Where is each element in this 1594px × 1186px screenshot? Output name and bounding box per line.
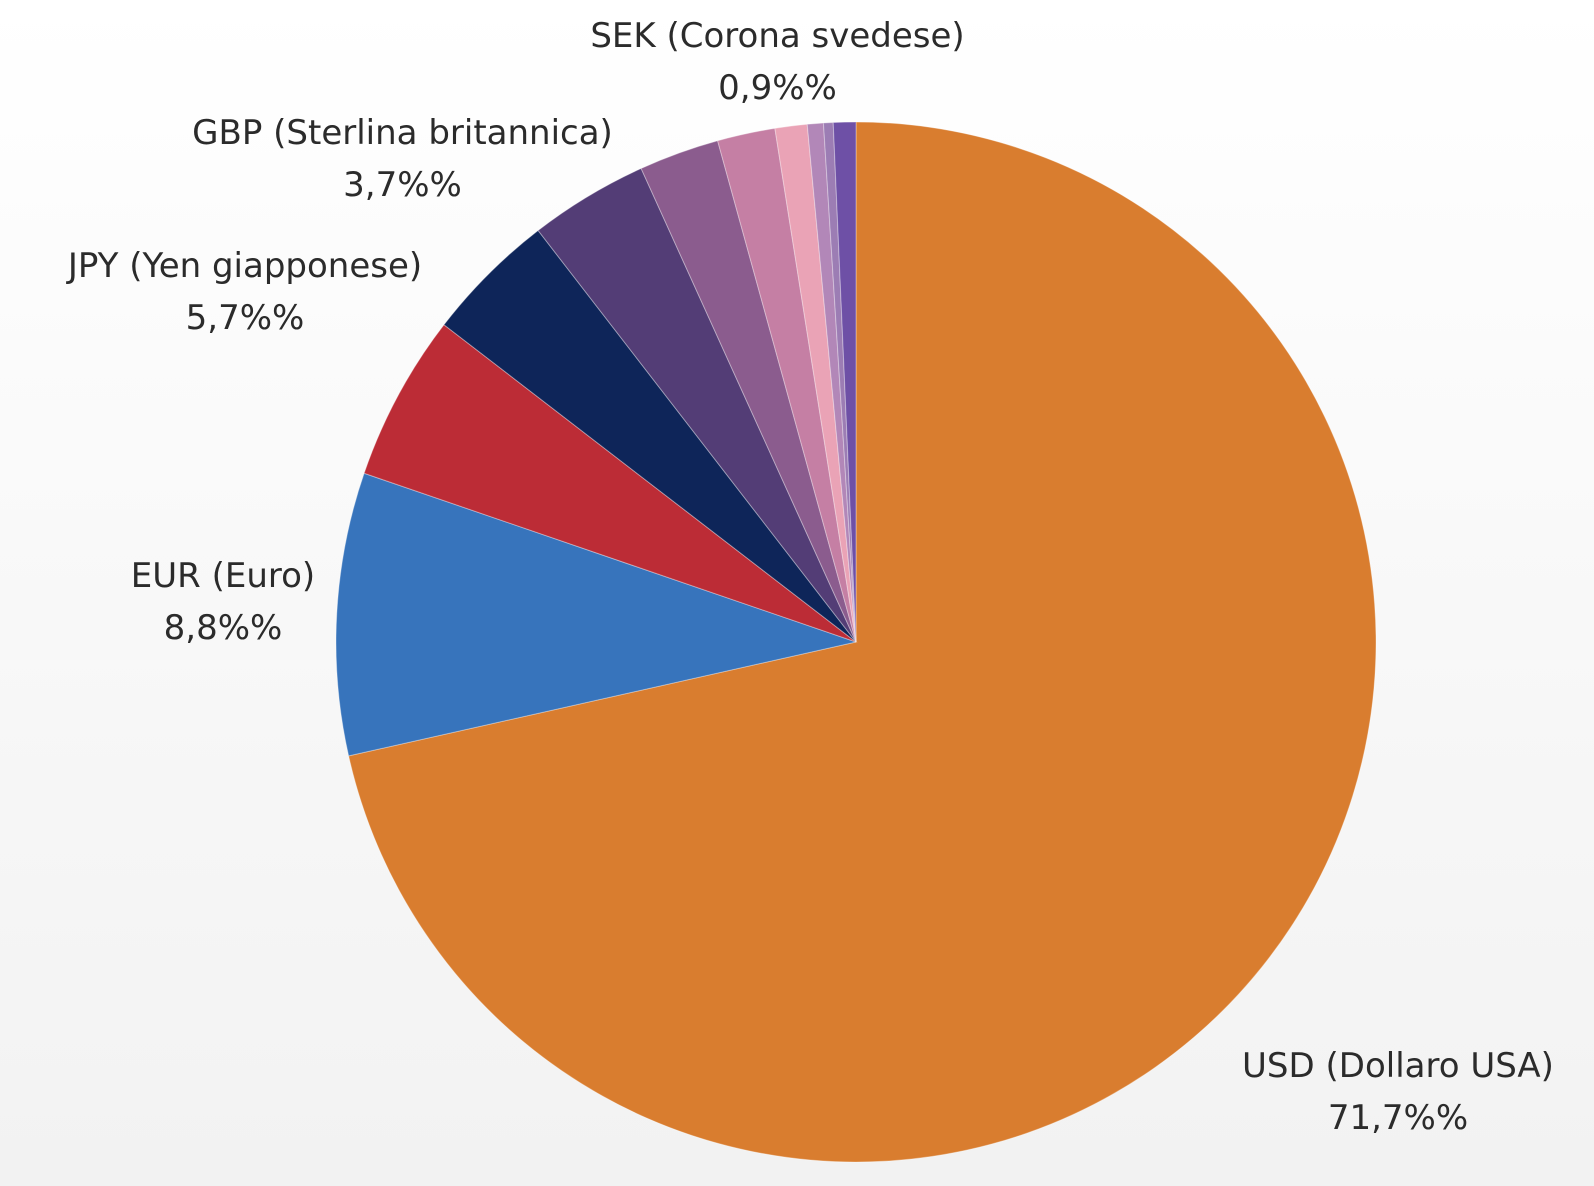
label-eur-value: 8,8%% bbox=[163, 608, 283, 648]
pie-slice-6 bbox=[717, 127, 857, 643]
pie-slice-1 bbox=[335, 472, 858, 757]
label-sek-name: SEK (Corona svedese) bbox=[590, 16, 965, 56]
label-usd: USD (Dollaro USA) 71,7%% bbox=[1228, 1040, 1568, 1144]
pie-slice-2 bbox=[363, 324, 857, 643]
label-usd-value: 71,7%% bbox=[1327, 1098, 1469, 1138]
label-jpy-name: JPY (Yen giapponese) bbox=[67, 246, 423, 286]
label-sek: SEK (Corona svedese) 0,9%% bbox=[555, 10, 1000, 114]
label-jpy-value: 5,7%% bbox=[185, 298, 305, 338]
label-sek-value: 0,9%% bbox=[718, 68, 837, 108]
pie-slice-3 bbox=[443, 229, 857, 643]
pie-slice-4 bbox=[537, 167, 857, 643]
pie-slice-10 bbox=[832, 121, 857, 643]
label-gbp-name: GBP (Sterlina britannica) bbox=[192, 113, 613, 153]
label-eur-name: EUR (Euro) bbox=[130, 556, 316, 596]
label-jpy: JPY (Yen giapponese) 5,7%% bbox=[20, 240, 470, 344]
pie-slice-7 bbox=[774, 123, 857, 643]
label-usd-name: USD (Dollaro USA) bbox=[1242, 1046, 1554, 1086]
pie-slice-9 bbox=[822, 121, 857, 643]
label-eur: EUR (Euro) 8,8%% bbox=[88, 550, 358, 654]
pie-slice-0 bbox=[348, 121, 1377, 1163]
label-gbp: GBP (Sterlina britannica) 3,7%% bbox=[140, 107, 665, 211]
label-gbp-value: 3,7%% bbox=[343, 165, 462, 205]
pie-slice-5 bbox=[640, 140, 857, 643]
pie-slice-8 bbox=[806, 122, 857, 643]
